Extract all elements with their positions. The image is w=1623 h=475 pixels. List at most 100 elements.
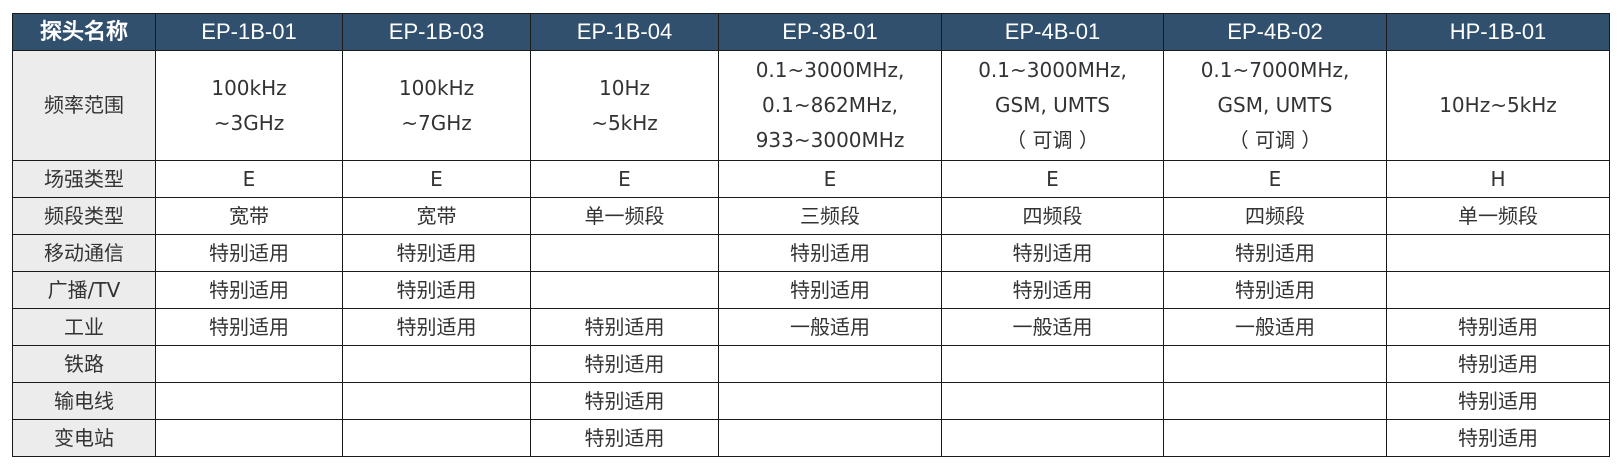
table-cell <box>530 234 719 272</box>
table-cell <box>155 382 343 420</box>
table-cell: 特别适用 <box>1386 419 1610 457</box>
column-header: EP-4B-01 <box>941 13 1164 51</box>
column-header: EP-1B-03 <box>342 13 531 51</box>
cell-line: （ 可调 ） <box>1228 128 1322 152</box>
table-cell <box>342 419 531 457</box>
table-cell <box>155 419 343 457</box>
row-label: 场强类型 <box>12 160 156 198</box>
table-cell <box>1163 345 1387 383</box>
table-cell <box>941 382 1164 420</box>
row-label: 移动通信 <box>12 234 156 272</box>
column-header: EP-3B-01 <box>718 13 942 51</box>
table-cell: 特别适用 <box>530 345 719 383</box>
table-row: 变电站 特别适用 特别适用 <box>12 419 1610 457</box>
table-cell <box>1163 419 1387 457</box>
table-cell: 特别适用 <box>1163 271 1387 309</box>
row-label: 铁路 <box>12 345 156 383</box>
cell-line: GSM, UMTS <box>995 93 1110 117</box>
table-row: 广播/TV 特别适用 特别适用 特别适用 特别适用 特别适用 <box>12 271 1610 309</box>
table-cell: 特别适用 <box>530 419 719 457</box>
cell-line: 10Hz~5kHz <box>1439 93 1557 117</box>
table-cell: E <box>941 160 1164 198</box>
cell-line: ~3GHz <box>213 110 285 135</box>
table-cell: 特别适用 <box>718 271 942 309</box>
table-row: 移动通信 特别适用 特别适用 特别适用 特别适用 特别适用 <box>12 234 1610 272</box>
table-cell: 一般适用 <box>1163 308 1387 346</box>
cell-line: 100kHz <box>211 75 287 100</box>
row-label: 频段类型 <box>12 197 156 235</box>
table-cell: 特别适用 <box>155 271 343 309</box>
table-cell: 三频段 <box>718 197 942 235</box>
table-cell: E <box>718 160 942 198</box>
table-cell: E <box>155 160 343 198</box>
table-cell <box>941 419 1164 457</box>
column-header: HP-1B-01 <box>1386 13 1610 51</box>
cell-line: 0.1~862MHz, <box>762 93 898 117</box>
row-label: 广播/TV <box>12 271 156 309</box>
table-row: 铁路 特别适用 特别适用 <box>12 345 1610 383</box>
table-cell: 0.1~3000MHz, 0.1~862MHz, 933~3000MHz <box>718 50 942 161</box>
table-cell: 特别适用 <box>530 308 719 346</box>
table-cell: 特别适用 <box>1386 382 1610 420</box>
table-cell: 特别适用 <box>941 234 1164 272</box>
table-row: 输电线 特别适用 特别适用 <box>12 382 1610 420</box>
cell-line: 100kHz <box>398 75 475 100</box>
table-row: 工业 特别适用 特别适用 特别适用 一般适用 一般适用 一般适用 特别适用 <box>12 308 1610 346</box>
table-cell: 单一频段 <box>530 197 719 235</box>
table-row: 场强类型 E E E E E E H <box>12 160 1610 198</box>
table-cell: 特别适用 <box>342 308 531 346</box>
table-cell: 宽带 <box>155 197 343 235</box>
table-cell <box>1386 234 1610 272</box>
header-row: 探头名称 EP-1B-01 EP-1B-03 EP-1B-04 EP-3B-01 EP-4… <box>12 13 1610 51</box>
table-cell: 宽带 <box>342 197 531 235</box>
cell-line: GSM, UMTS <box>1217 93 1333 117</box>
table-cell: 特别适用 <box>1163 234 1387 272</box>
row-label: 频率范围 <box>12 50 156 161</box>
table-cell <box>1163 382 1387 420</box>
probe-comparison-table: 探头名称 EP-1B-01 EP-1B-03 EP-1B-04 EP-3B-01 EP-4… <box>12 13 1610 457</box>
table-row: 频段类型 宽带 宽带 单一频段 三频段 四频段 四频段 单一频段 <box>12 197 1610 235</box>
table-cell: 0.1~3000MHz, GSM, UMTS （ 可调 ） <box>941 50 1164 161</box>
cell-line: ~7GHz <box>401 110 472 135</box>
row-label: 输电线 <box>12 382 156 420</box>
table-cell <box>1386 271 1610 309</box>
cell-line: 10Hz <box>599 75 650 100</box>
table-cell: 特别适用 <box>155 234 343 272</box>
cell-line: ~5kHz <box>591 110 658 135</box>
table-cell: 特别适用 <box>342 271 531 309</box>
cell-line: 0.1~7000MHz, <box>1200 58 1350 82</box>
column-header: EP-1B-01 <box>155 13 343 51</box>
table-cell: 特别适用 <box>155 308 343 346</box>
cell-line: 933~3000MHz <box>755 128 905 152</box>
table-cell <box>718 419 942 457</box>
table-cell <box>342 345 531 383</box>
table-cell: 100kHz ~3GHz <box>155 50 343 161</box>
cell-line: （ 可调 ） <box>1006 128 1099 152</box>
table-cell: 一般适用 <box>941 308 1164 346</box>
table-cell <box>530 271 719 309</box>
table-cell <box>342 382 531 420</box>
table-cell: 四频段 <box>941 197 1164 235</box>
frequency-range-row: 频率范围 100kHz ~3GHz 100kHz ~7GHz 10Hz ~5kHz 0.1~3… <box>12 50 1610 161</box>
table-cell: 特别适用 <box>530 382 719 420</box>
table-cell: E <box>1163 160 1387 198</box>
table-cell <box>941 345 1164 383</box>
table-cell <box>718 382 942 420</box>
column-header: EP-1B-04 <box>530 13 719 51</box>
table-cell: 一般适用 <box>718 308 942 346</box>
column-header: EP-4B-02 <box>1163 13 1387 51</box>
cell-line: 0.1~3000MHz, <box>755 58 905 82</box>
row-label: 变电站 <box>12 419 156 457</box>
header-label: 探头名称 <box>12 13 156 51</box>
table-cell: E <box>342 160 531 198</box>
table-cell: 单一频段 <box>1386 197 1610 235</box>
table-cell: 特别适用 <box>1386 308 1610 346</box>
table-cell: 特别适用 <box>342 234 531 272</box>
table-cell: 特别适用 <box>941 271 1164 309</box>
table-cell <box>155 345 343 383</box>
table-cell: 四频段 <box>1163 197 1387 235</box>
table-cell: 10Hz ~5kHz <box>530 50 719 161</box>
table-cell: 特别适用 <box>718 234 942 272</box>
table-cell: E <box>530 160 719 198</box>
table-cell: 特别适用 <box>1386 345 1610 383</box>
